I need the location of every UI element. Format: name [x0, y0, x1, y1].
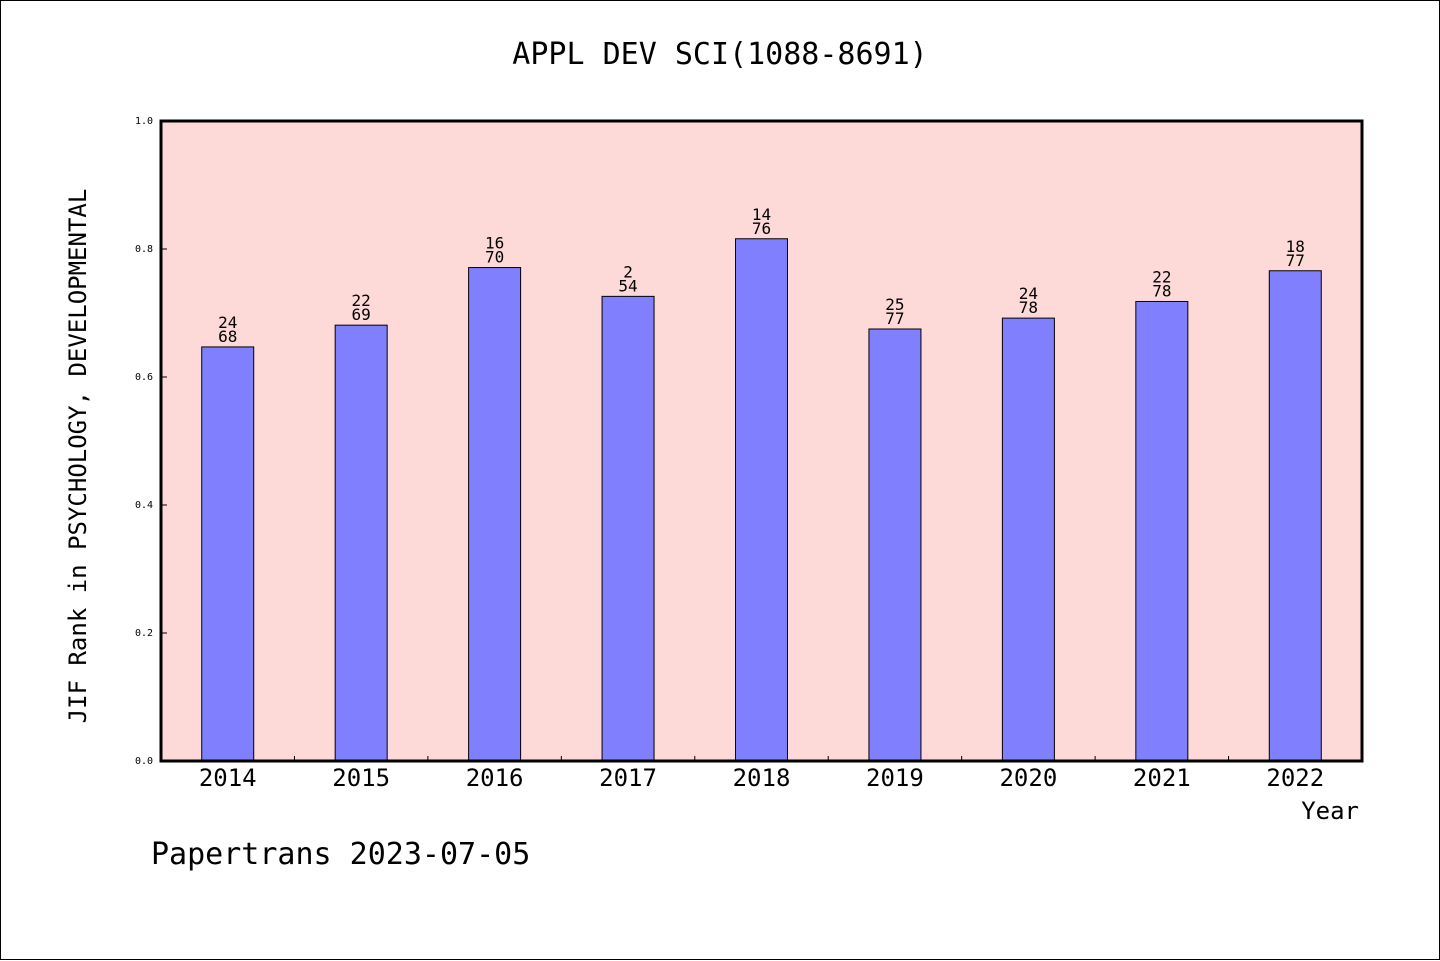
bar	[201, 346, 255, 762]
y-tick-label: 0.0	[135, 756, 153, 767]
y-tick-label: 0.6	[135, 372, 153, 383]
y-tick-label: 0.4	[135, 500, 153, 511]
bar-total-label: 69	[352, 305, 371, 324]
bar-total-label: 76	[752, 219, 771, 238]
bar-total-label: 77	[1286, 251, 1305, 270]
x-tick-label: 2016	[466, 764, 524, 792]
footer-credit: Papertrans 2023-07-05	[151, 837, 531, 872]
x-axis-label: Year	[1301, 797, 1359, 825]
y-tick-label: 0.2	[135, 628, 153, 639]
bar-rank-label: 22	[1152, 267, 1171, 286]
x-tick-label: 2018	[733, 764, 791, 792]
bar-total-label: 77	[885, 309, 904, 328]
x-tick-label: 2017	[599, 764, 657, 792]
x-tick-label: 2022	[1266, 764, 1324, 792]
bar-total-label: 68	[218, 327, 237, 346]
bar	[1268, 270, 1322, 762]
bar-rank-label: 24	[1019, 284, 1038, 303]
bar	[868, 328, 922, 762]
bar-rank-label: 24	[218, 313, 237, 332]
x-tick-label: 2014	[199, 764, 257, 792]
x-tick-label: 2015	[332, 764, 390, 792]
x-tick-label: 2021	[1133, 764, 1191, 792]
bar-rank-label: 2	[623, 262, 633, 281]
bar	[334, 324, 388, 762]
plot-border	[159, 119, 1364, 763]
bar	[468, 267, 522, 762]
bar	[601, 295, 655, 762]
bar-rank-label: 16	[485, 234, 504, 253]
bar	[735, 238, 788, 762]
chart-title: APPL DEV SCI(1088-8691)	[512, 37, 928, 72]
bar-rank-label: 18	[1286, 237, 1305, 256]
bar-total-label: 78	[1152, 281, 1171, 300]
x-tick-label: 2020	[999, 764, 1057, 792]
bar	[1135, 300, 1189, 762]
bar-rank-label: 22	[352, 291, 371, 310]
bar-total-label: 70	[485, 248, 504, 267]
y-tick-label: 1.0	[135, 116, 153, 127]
bar-rank-label: 25	[885, 295, 904, 314]
bar-total-label: 54	[618, 276, 637, 295]
bar-total-label: 78	[1019, 298, 1038, 317]
x-tick-label: 2019	[866, 764, 924, 792]
bar-rank-label: 14	[752, 205, 771, 224]
y-tick-label: 0.8	[135, 244, 153, 255]
bar	[1001, 317, 1055, 762]
